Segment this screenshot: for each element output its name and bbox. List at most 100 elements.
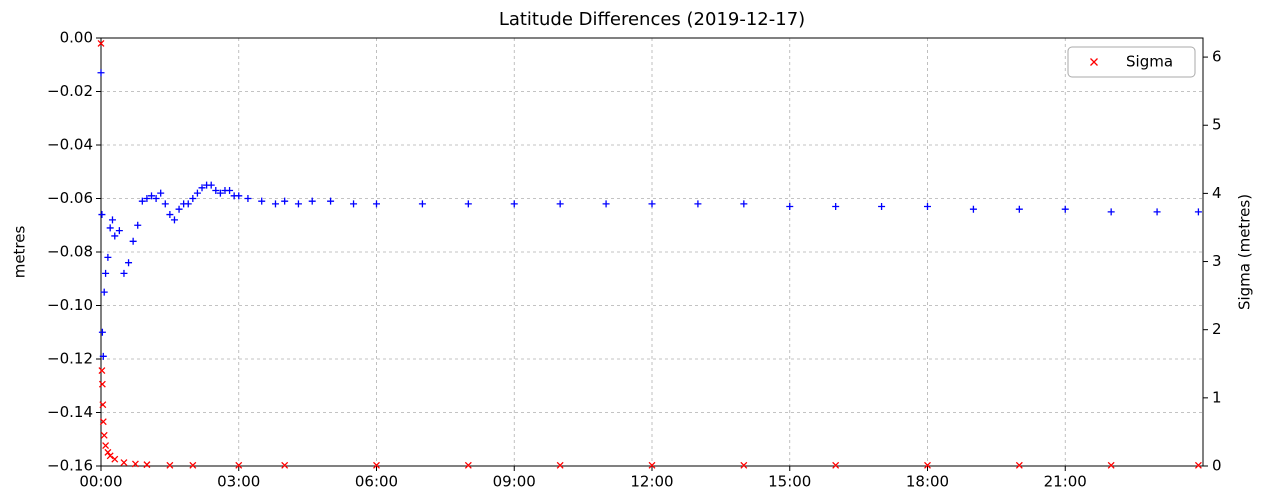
data-point — [193, 189, 201, 197]
legend-marker — [1090, 58, 1098, 66]
data-point — [111, 232, 119, 240]
data-point — [602, 200, 610, 208]
data-point — [100, 288, 108, 296]
data-point — [106, 452, 114, 460]
data-point — [97, 39, 105, 47]
data-point — [1107, 208, 1115, 216]
y-tick-label: −0.02 — [47, 82, 93, 100]
data-point — [418, 200, 426, 208]
data-point — [120, 459, 128, 467]
x-tick-label: 21:00 — [1044, 473, 1087, 491]
data-point — [98, 367, 106, 375]
data-point — [99, 401, 107, 409]
data-point — [786, 203, 794, 211]
data-point — [148, 192, 156, 200]
data-point — [108, 216, 116, 224]
data-point — [125, 259, 133, 267]
y2-tick-label: 3 — [1212, 252, 1222, 270]
data-point — [212, 186, 220, 194]
data-point — [556, 461, 564, 469]
data-point — [281, 461, 289, 469]
data-point — [102, 442, 110, 450]
y2-tick-label: 6 — [1212, 48, 1222, 66]
y-tick-label: −0.04 — [47, 136, 93, 154]
data-point — [138, 197, 146, 205]
data-point — [102, 269, 110, 277]
data-point — [111, 455, 119, 463]
data-point — [832, 203, 840, 211]
data-point — [556, 200, 564, 208]
data-point — [740, 461, 748, 469]
data-point — [969, 205, 977, 213]
y-tick-label: −0.12 — [47, 350, 93, 368]
data-point — [189, 461, 197, 469]
data-point — [464, 461, 472, 469]
data-point — [832, 461, 840, 469]
x-tick-label: 09:00 — [493, 473, 536, 491]
data-point — [1061, 205, 1069, 213]
data-point — [120, 269, 128, 277]
x-tick-label: 18:00 — [906, 473, 949, 491]
data-point — [115, 227, 123, 235]
data-point — [350, 200, 358, 208]
x-tick-label: 00:00 — [79, 473, 122, 491]
y-tick-label: −0.06 — [47, 189, 93, 207]
data-point — [226, 186, 234, 194]
x-tick-label: 06:00 — [355, 473, 398, 491]
data-point — [648, 200, 656, 208]
data-point — [98, 380, 106, 388]
data-point — [1015, 205, 1023, 213]
data-point — [694, 200, 702, 208]
data-point — [1153, 208, 1161, 216]
data-point — [308, 197, 316, 205]
data-point — [99, 352, 107, 360]
chart-title: Latitude Differences (2019-12-17) — [499, 9, 805, 30]
x-tick-label: 03:00 — [217, 473, 260, 491]
y2-axis-label: Sigma (metres) — [1236, 194, 1254, 310]
data-point — [271, 200, 279, 208]
data-point — [244, 195, 252, 202]
y2-tick-label: 0 — [1212, 457, 1222, 475]
y2-tick-label: 2 — [1212, 320, 1222, 338]
legend-label: Sigma — [1126, 53, 1173, 71]
x-tick-label: 12:00 — [630, 473, 673, 491]
x-tick-label: 15:00 — [768, 473, 811, 491]
data-point — [134, 221, 142, 229]
data-point — [98, 328, 106, 336]
data-point — [294, 200, 302, 208]
data-point — [924, 461, 931, 469]
data-point — [1194, 461, 1202, 469]
data-point — [104, 253, 112, 261]
data-point — [97, 69, 105, 77]
data-point — [235, 461, 243, 469]
data-point — [464, 200, 472, 208]
data-point — [184, 200, 192, 208]
data-point — [170, 216, 178, 224]
data-point — [207, 181, 215, 189]
data-point — [161, 200, 169, 208]
data-point — [258, 197, 266, 205]
data-point — [281, 197, 289, 205]
data-point — [740, 200, 748, 208]
data-point — [98, 211, 106, 219]
data-point — [648, 461, 656, 469]
data-point — [143, 461, 151, 469]
data-point — [198, 184, 206, 192]
y-tick-label: −0.08 — [47, 243, 93, 261]
data-point — [189, 195, 197, 202]
data-point — [373, 461, 380, 469]
data-point — [1194, 208, 1202, 216]
data-point — [100, 431, 108, 439]
data-point — [216, 189, 224, 197]
y-axis-label: metres — [11, 226, 29, 279]
data-point — [143, 195, 151, 202]
y2-tick-label: 5 — [1212, 116, 1222, 134]
data-point — [106, 224, 114, 232]
y2-tick-label: 1 — [1212, 388, 1222, 406]
data-point — [175, 205, 183, 213]
legend-box — [1067, 46, 1196, 78]
y-tick-label: −0.10 — [47, 296, 93, 314]
data-point — [327, 197, 335, 205]
y2-tick-label: 4 — [1212, 184, 1222, 202]
